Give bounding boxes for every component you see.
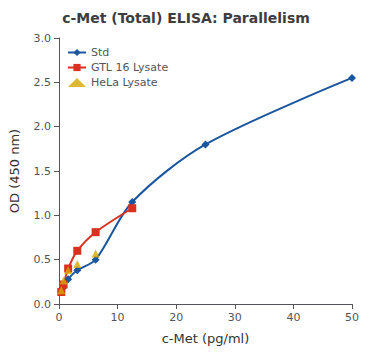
svg-text:GTL 16 Lysate: GTL 16 Lysate [91,61,168,74]
svg-text:OD (450 nm): OD (450 nm) [7,129,22,213]
svg-text:0.0: 0.0 [34,298,52,311]
svg-text:30: 30 [228,311,242,324]
svg-text:0: 0 [56,311,63,324]
svg-text:3.0: 3.0 [34,32,52,45]
svg-text:HeLa Lysate: HeLa Lysate [91,76,158,89]
svg-text:20: 20 [169,311,183,324]
svg-text:Std: Std [91,46,109,59]
svg-text:10: 10 [111,311,125,324]
svg-text:40: 40 [286,311,300,324]
svg-text:c-Met (pg/ml): c-Met (pg/ml) [162,331,250,346]
svg-text:2.5: 2.5 [34,76,52,89]
svg-text:0.5: 0.5 [34,253,52,266]
svg-text:50: 50 [345,311,359,324]
svg-text:c-Met (Total) ELISA: Paralleli: c-Met (Total) ELISA: Parallelism [62,10,310,26]
svg-text:1.0: 1.0 [34,209,52,222]
svg-text:1.5: 1.5 [34,165,52,178]
svg-text:2.0: 2.0 [34,120,52,133]
